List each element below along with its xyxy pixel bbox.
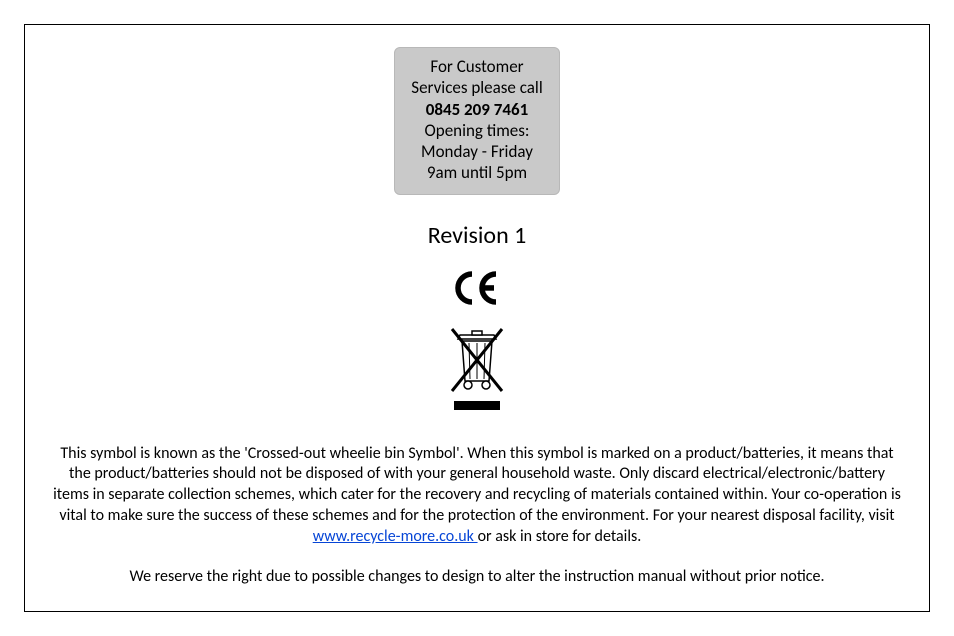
customer-service-box: For Customer Services please call 0845 2… <box>394 47 559 195</box>
rights-reserved-note: We reserve the right due to possible cha… <box>129 567 824 586</box>
cs-line2: Services please call <box>411 77 542 98</box>
cs-opening-label: Opening times: <box>411 120 542 141</box>
revision-title: Revision 1 <box>428 221 527 250</box>
cs-line1: For Customer <box>411 56 542 77</box>
cs-hours: 9am until 5pm <box>411 162 542 183</box>
paragraph-before-link: This symbol is known as the 'Crossed-out… <box>53 444 901 525</box>
ce-mark-icon <box>452 270 502 311</box>
paragraph-after-link: or ask in store for details. <box>478 527 642 546</box>
weee-explanation-paragraph: This symbol is known as the 'Crossed-out… <box>45 444 909 548</box>
cs-phone: 0845 209 7461 <box>411 99 542 120</box>
page: For Customer Services please call 0845 2… <box>0 0 954 636</box>
compliance-symbols <box>442 270 512 418</box>
weee-bin-icon <box>442 323 512 418</box>
content-frame: For Customer Services please call 0845 2… <box>24 24 930 612</box>
cs-days: Monday - Friday <box>411 141 542 162</box>
recycle-more-link[interactable]: www.recycle-more.co.uk <box>313 527 478 546</box>
